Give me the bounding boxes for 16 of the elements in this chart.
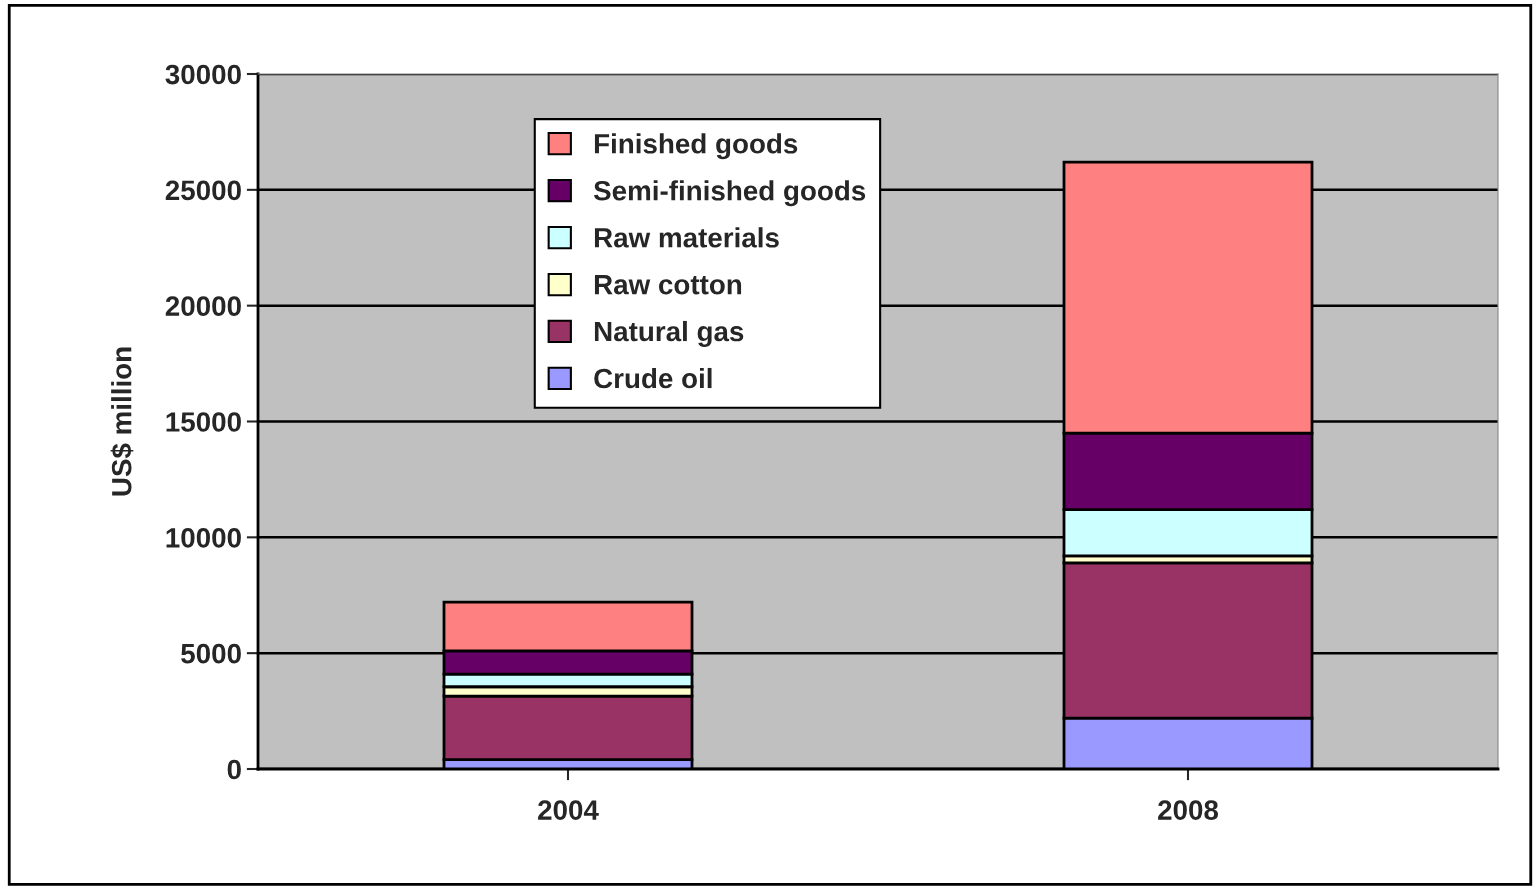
legend-label: Semi-finished goods [593,180,866,207]
legend-label: Finished goods [594,133,798,160]
x-tick-label: 2008 [1158,800,1219,820]
y-tick-label: 0 [227,759,241,780]
legend-label: Raw cotton [594,275,742,295]
y-tick-label: 30000 [165,64,241,85]
legend-label: Natural gas [594,320,744,347]
x-tick-label: 2004 [538,800,599,820]
y-tick-label: 15000 [166,412,241,432]
y-tick-label: 25000 [165,180,241,201]
legend-label: Crude oil [594,367,712,389]
legend-label: Raw materials [594,227,779,248]
y-axis-title: US$ million [110,347,134,496]
y-tick-label: 20000 [165,296,241,317]
y-tick-label: 10000 [166,528,241,548]
y-tick-label: 5000 [181,643,241,664]
